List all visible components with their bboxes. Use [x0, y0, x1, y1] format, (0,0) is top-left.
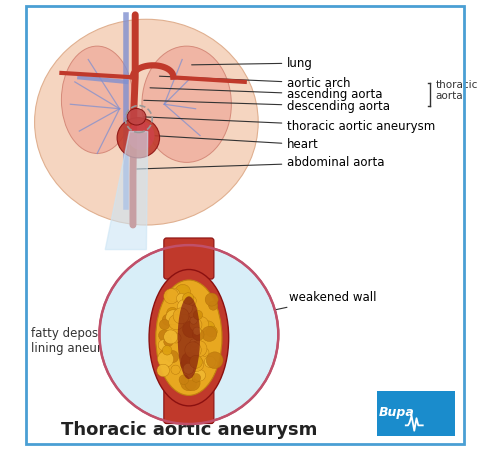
- Circle shape: [202, 326, 217, 342]
- Circle shape: [191, 366, 198, 374]
- Circle shape: [159, 330, 170, 341]
- Circle shape: [193, 327, 201, 335]
- Circle shape: [190, 356, 202, 368]
- Circle shape: [192, 374, 200, 382]
- Circle shape: [99, 245, 278, 424]
- Circle shape: [166, 310, 181, 325]
- FancyBboxPatch shape: [164, 238, 214, 279]
- Circle shape: [183, 363, 194, 374]
- Circle shape: [160, 349, 171, 360]
- FancyBboxPatch shape: [164, 378, 214, 423]
- Circle shape: [183, 321, 199, 338]
- Circle shape: [177, 299, 193, 315]
- Text: Thoracic aortic aneurysm: Thoracic aortic aneurysm: [61, 421, 317, 439]
- Circle shape: [209, 301, 218, 310]
- Circle shape: [158, 340, 169, 351]
- Circle shape: [193, 329, 204, 341]
- Circle shape: [164, 330, 178, 344]
- Circle shape: [190, 339, 198, 347]
- Circle shape: [163, 347, 171, 356]
- Text: weakened wall: weakened wall: [231, 291, 377, 319]
- Circle shape: [209, 360, 218, 368]
- Circle shape: [175, 284, 191, 300]
- Circle shape: [164, 337, 173, 346]
- Circle shape: [162, 314, 174, 326]
- Circle shape: [176, 293, 186, 303]
- Circle shape: [204, 356, 216, 368]
- Circle shape: [159, 320, 170, 330]
- Circle shape: [171, 365, 180, 374]
- Circle shape: [205, 293, 218, 306]
- Ellipse shape: [35, 19, 258, 225]
- Circle shape: [187, 296, 196, 305]
- Polygon shape: [105, 131, 147, 250]
- Circle shape: [166, 351, 178, 363]
- Circle shape: [164, 288, 179, 304]
- Circle shape: [169, 315, 184, 330]
- Text: heart: heart: [155, 136, 319, 151]
- Ellipse shape: [127, 108, 146, 125]
- Circle shape: [185, 375, 200, 391]
- Circle shape: [186, 306, 198, 318]
- Circle shape: [175, 287, 190, 302]
- Text: thoracic aortic aneurysm: thoracic aortic aneurysm: [144, 117, 436, 133]
- Circle shape: [173, 308, 189, 324]
- FancyBboxPatch shape: [377, 392, 455, 436]
- Circle shape: [201, 321, 215, 335]
- Circle shape: [206, 352, 223, 369]
- Circle shape: [194, 369, 205, 381]
- Text: descending aorta: descending aorta: [144, 100, 390, 113]
- Ellipse shape: [178, 297, 200, 379]
- Ellipse shape: [117, 117, 160, 158]
- Circle shape: [184, 365, 198, 380]
- Circle shape: [179, 375, 189, 385]
- Ellipse shape: [127, 121, 154, 150]
- Circle shape: [162, 346, 172, 355]
- Ellipse shape: [149, 270, 229, 406]
- Circle shape: [177, 285, 189, 297]
- Circle shape: [185, 342, 201, 358]
- Ellipse shape: [156, 280, 222, 396]
- Text: thoracic
aorta: thoracic aorta: [436, 80, 478, 101]
- Circle shape: [193, 316, 209, 333]
- Ellipse shape: [142, 46, 231, 162]
- Circle shape: [194, 310, 202, 320]
- Circle shape: [201, 348, 209, 356]
- Circle shape: [206, 326, 217, 337]
- Text: lung: lung: [192, 57, 313, 70]
- Text: fatty deposits
lining aneurysm: fatty deposits lining aneurysm: [31, 327, 126, 356]
- Text: ascending aorta: ascending aorta: [150, 88, 383, 101]
- Circle shape: [171, 333, 181, 343]
- Text: abdominal aorta: abdominal aorta: [137, 156, 385, 169]
- Circle shape: [190, 317, 197, 324]
- Circle shape: [182, 293, 194, 304]
- Circle shape: [158, 351, 173, 367]
- Circle shape: [157, 364, 170, 377]
- Ellipse shape: [61, 46, 133, 153]
- Circle shape: [192, 350, 199, 358]
- Circle shape: [190, 357, 204, 371]
- Text: aortic arch: aortic arch: [159, 76, 351, 90]
- Circle shape: [190, 319, 202, 331]
- Circle shape: [180, 360, 189, 369]
- Text: Bupa: Bupa: [379, 406, 415, 419]
- Circle shape: [181, 352, 198, 369]
- Circle shape: [167, 307, 178, 319]
- Circle shape: [181, 375, 196, 391]
- Circle shape: [191, 341, 207, 357]
- Circle shape: [167, 288, 180, 302]
